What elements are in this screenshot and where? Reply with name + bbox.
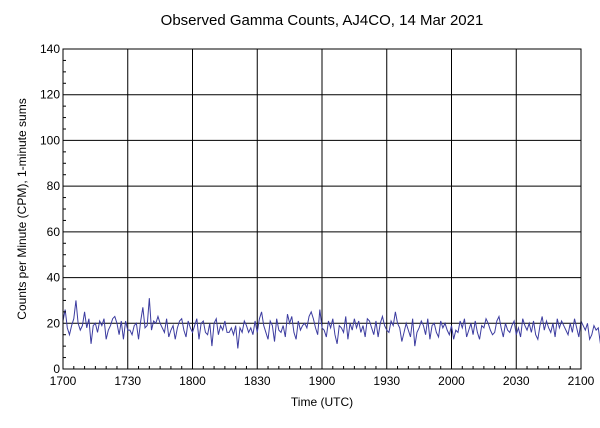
y-axis-label: Counts per Minute (CPM), 1-minute sums (15, 98, 29, 319)
x-tick-label: 1930 (373, 374, 400, 388)
y-tick-label: 120 (40, 88, 60, 102)
y-tick-label: 140 (40, 42, 60, 56)
ticks: 1700 1730 1800 1830 1900 1930 2000 2030 2100 0 20 4… (40, 42, 595, 388)
y-tick-label: 60 (47, 225, 61, 239)
x-tick-label: 2100 (568, 374, 595, 388)
y-tick-label: 40 (47, 271, 61, 285)
x-tick-label: 1900 (309, 374, 336, 388)
x-tick-label: 2030 (503, 374, 530, 388)
x-axis-label: Time (UTC) (291, 395, 353, 409)
series-layer (62, 298, 600, 349)
chart-title: Observed Gamma Counts, AJ4CO, 14 Mar 202… (161, 12, 484, 29)
y-tick-label: 0 (53, 362, 60, 376)
x-tick-label: 1700 (50, 374, 77, 388)
x-tick-label: 1830 (244, 374, 271, 388)
y-tick-label: 80 (47, 179, 61, 193)
x-tick-label: 2000 (438, 374, 465, 388)
series-line (62, 298, 600, 349)
x-tick-label: 1730 (114, 374, 141, 388)
x-tick-label: 1800 (179, 374, 206, 388)
y-tick-label: 100 (40, 133, 60, 147)
grid (63, 49, 581, 369)
y-tick-label: 20 (47, 316, 61, 330)
